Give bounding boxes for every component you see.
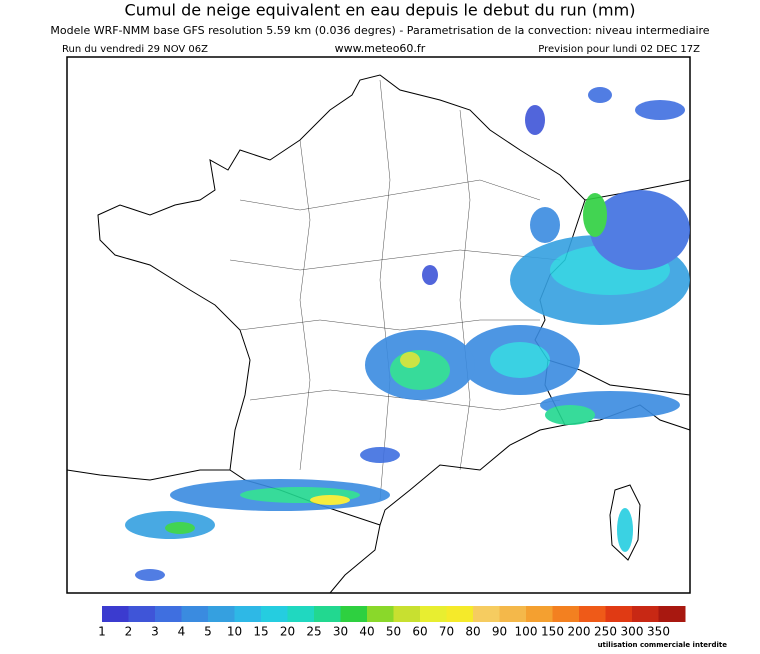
- colorbar: 1 2 3 4 5 10 15 20 25 30 40 50 60 70 80 90 100 150 200 250 3…: [98, 606, 686, 639]
- level-label: 10: [227, 625, 242, 639]
- level-label: 60: [412, 625, 427, 639]
- level-label: 70: [439, 625, 454, 639]
- color-swatch: [605, 606, 633, 622]
- map-frame: [66, 56, 691, 594]
- level-label: 50: [386, 625, 401, 639]
- level-label: 250: [594, 625, 617, 639]
- site: www.meteo60.fr: [335, 42, 426, 55]
- color-swatch: [499, 606, 527, 622]
- color-swatch: [181, 606, 209, 622]
- forecast-info: Prevision pour lundi 02 DEC 17Z: [538, 44, 700, 55]
- level-label: 100: [515, 625, 538, 639]
- level-label: 5: [204, 625, 212, 639]
- color-swatch: [367, 606, 394, 622]
- level-label: 15: [253, 625, 268, 639]
- map: [66, 56, 691, 594]
- color-swatch: [102, 606, 129, 622]
- level-label: 4: [178, 625, 186, 639]
- level-label: 25: [306, 625, 321, 639]
- level-label: 80: [465, 625, 480, 639]
- color-swatch: [420, 606, 447, 622]
- footer-note: utilisation commerciale interdite: [598, 641, 728, 649]
- color-swatch: [287, 606, 315, 622]
- level-label: 150: [541, 625, 564, 639]
- color-swatch: [234, 606, 262, 622]
- level-label: 30: [333, 625, 348, 639]
- color-swatch: [393, 606, 421, 622]
- color-swatch: [579, 606, 606, 622]
- color-swatch: [261, 606, 288, 622]
- color-swatch: [552, 606, 580, 622]
- color-swatch: [128, 606, 156, 622]
- title: Cumul de neige equivalent en eau depuis …: [125, 1, 636, 20]
- color-swatch: [632, 606, 659, 622]
- color-swatch: [473, 606, 500, 622]
- level-label: 90: [492, 625, 507, 639]
- level-label: 200: [568, 625, 591, 639]
- color-swatch: [155, 606, 182, 622]
- color-swatch: [446, 606, 474, 622]
- run-info: Run du vendredi 29 NOV 06Z: [62, 44, 208, 55]
- subtitle: Modele WRF-NMM base GFS resolution 5.59 …: [50, 24, 709, 37]
- color-swatch: [208, 606, 235, 622]
- level-label: 300: [621, 625, 644, 639]
- color-swatch: [314, 606, 341, 622]
- precipitation: [125, 87, 690, 581]
- level-label: 20: [280, 625, 295, 639]
- color-swatch: [658, 606, 686, 622]
- level-label: 3: [151, 625, 159, 639]
- level-label: 40: [359, 625, 374, 639]
- level-label: 1: [98, 625, 106, 639]
- color-swatch: [526, 606, 553, 622]
- level-label: 2: [125, 625, 133, 639]
- level-label: 350: [647, 625, 670, 639]
- color-swatch: [340, 606, 368, 622]
